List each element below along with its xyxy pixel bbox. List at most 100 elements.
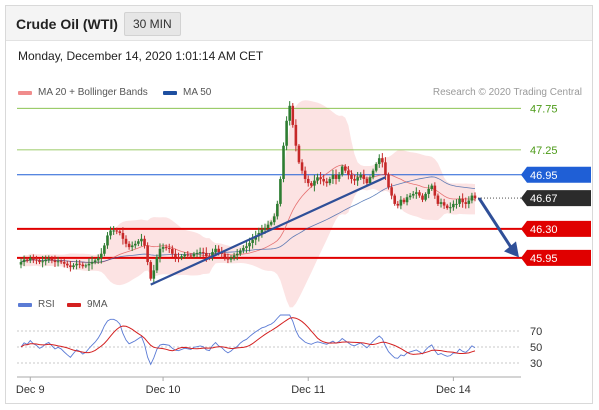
candle — [421, 193, 424, 203]
candle-body — [238, 250, 242, 254]
candle-body — [433, 185, 437, 196]
rsi-line — [20, 314, 476, 366]
candle-body — [177, 257, 180, 259]
candle — [393, 193, 397, 206]
candle — [374, 162, 378, 173]
candle-body — [464, 202, 468, 204]
candle — [387, 172, 390, 190]
candle-body — [130, 245, 134, 248]
candle — [334, 169, 338, 185]
candle-body — [226, 257, 230, 260]
candle-body — [205, 252, 208, 257]
candle — [384, 157, 387, 180]
candle-body — [229, 257, 233, 260]
candle-body — [81, 264, 85, 267]
candle-body — [254, 236, 258, 240]
candle — [331, 169, 335, 184]
candle-body — [112, 230, 115, 232]
candle — [455, 199, 458, 209]
x-tick-label: Dec 11 — [291, 384, 325, 396]
rsi-level-label: 30 — [530, 358, 542, 370]
candle-body — [90, 262, 94, 264]
candle — [66, 261, 69, 269]
candle-body — [445, 205, 449, 209]
candle-body — [66, 263, 69, 266]
level-badge — [521, 166, 591, 183]
candle — [269, 220, 273, 227]
rsi-ma-swatch — [67, 302, 81, 307]
candle-body — [140, 238, 143, 242]
candle-body — [393, 195, 397, 204]
candle — [192, 251, 196, 259]
candle — [279, 176, 282, 207]
candle — [103, 242, 106, 257]
timeframe-badge[interactable]: 30 MIN — [124, 12, 181, 36]
candle-body — [201, 252, 205, 254]
candle-body — [72, 265, 75, 268]
candle — [362, 169, 366, 185]
chart-frame: Crude Oil (WTI) 30 MIN Monday, December … — [5, 5, 593, 404]
candle — [347, 166, 350, 180]
candle-body — [245, 246, 248, 248]
candle — [436, 193, 440, 207]
candle — [433, 182, 437, 199]
candle — [322, 174, 325, 186]
candle — [337, 172, 341, 182]
level-label: 47.25 — [530, 145, 558, 157]
candle-body — [235, 253, 239, 256]
candle — [115, 227, 119, 235]
candle-body — [294, 124, 298, 146]
candle — [272, 213, 276, 226]
candle — [143, 235, 146, 249]
candle-body — [297, 145, 301, 163]
candle-body — [174, 253, 177, 258]
candle — [90, 256, 94, 270]
candle-body — [381, 158, 384, 163]
legend-9ma: 9MA — [67, 299, 108, 310]
candle-body — [155, 257, 159, 271]
candle-body — [106, 235, 109, 246]
candle — [38, 258, 41, 265]
candle — [186, 251, 190, 259]
candle-body — [325, 181, 329, 184]
candle-body — [143, 238, 146, 246]
candle — [427, 184, 430, 199]
candle-body — [350, 174, 353, 179]
level-label: 46.95 — [530, 170, 558, 182]
candle — [44, 255, 48, 266]
candle — [381, 153, 384, 168]
candle — [328, 176, 332, 186]
candle — [356, 172, 359, 186]
candle — [325, 177, 329, 187]
candle-body — [41, 261, 44, 263]
level-label: 45.95 — [530, 253, 558, 265]
candle-body — [334, 174, 338, 179]
candle — [442, 198, 446, 209]
candle — [365, 176, 369, 186]
candle — [300, 159, 304, 174]
candle — [415, 187, 418, 199]
ma20-line — [20, 164, 476, 264]
candle — [78, 260, 81, 269]
candle — [149, 260, 153, 281]
candle-body — [347, 170, 350, 175]
candle-body — [198, 252, 202, 254]
candle-body — [96, 257, 100, 261]
candle-body — [186, 254, 190, 256]
candle-body — [87, 263, 91, 266]
candle — [137, 238, 140, 247]
candle — [461, 193, 464, 208]
candle-body — [56, 261, 60, 263]
candle-body — [455, 203, 458, 205]
candle — [140, 233, 143, 247]
candle — [340, 164, 344, 177]
candle-body — [384, 162, 387, 175]
candle — [316, 173, 319, 185]
candle — [177, 252, 180, 263]
candle-body — [303, 170, 307, 179]
candle-body — [310, 183, 313, 186]
candle-body — [149, 262, 153, 279]
candle-body — [402, 199, 406, 203]
candle — [445, 203, 449, 210]
candle-body — [269, 222, 273, 225]
